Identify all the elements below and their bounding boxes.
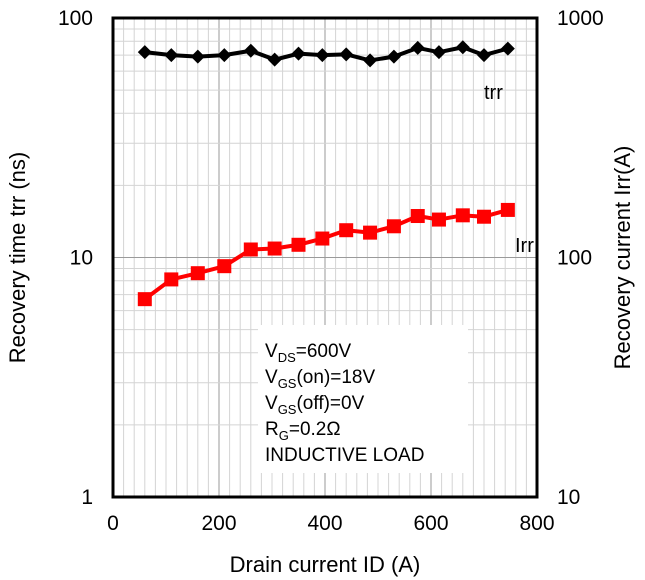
data-point-Irr bbox=[339, 223, 354, 238]
data-point-Irr bbox=[363, 225, 378, 240]
data-point-trr bbox=[267, 52, 282, 67]
data-point-trr bbox=[477, 48, 491, 63]
y-left-axis-label: Recovery time trr (ns) bbox=[5, 152, 30, 363]
series bbox=[137, 40, 515, 307]
tick-labels: 0 200 400 600 800 1 10 100 10 100 1000 bbox=[58, 7, 604, 535]
data-point-trr bbox=[455, 40, 470, 55]
conditions-note-line: VDS=600V bbox=[265, 341, 352, 365]
y-right-tick-label: 1000 bbox=[557, 7, 604, 30]
data-point-Irr bbox=[137, 292, 152, 307]
x-tick-label: 600 bbox=[413, 512, 448, 535]
data-point-Irr bbox=[267, 241, 282, 256]
y-left-tick-label: 1 bbox=[81, 486, 93, 509]
x-axis-label: Drain current ID (A) bbox=[230, 552, 421, 577]
data-point-Irr bbox=[217, 259, 232, 274]
data-point-Irr bbox=[431, 212, 446, 227]
conditions-note-line: VGS(on)=18V bbox=[265, 367, 376, 391]
data-point-trr bbox=[190, 49, 205, 64]
conditions-note-line: INDUCTIVE LOAD bbox=[265, 445, 424, 466]
data-point-Irr bbox=[164, 272, 179, 287]
data-point-trr bbox=[315, 48, 330, 63]
y-right-tick-label: 100 bbox=[557, 247, 592, 270]
data-point-trr bbox=[363, 53, 378, 68]
conditions-note-background bbox=[258, 325, 468, 473]
plot-frame bbox=[111, 16, 539, 499]
data-point-Irr bbox=[410, 209, 425, 224]
data-point-Irr bbox=[500, 202, 515, 217]
data-point-Irr bbox=[455, 208, 470, 223]
data-point-trr bbox=[164, 48, 179, 63]
x-tick-label: 200 bbox=[201, 512, 236, 535]
x-tick-label: 0 bbox=[107, 512, 119, 535]
data-point-trr bbox=[137, 45, 152, 60]
data-point-Irr bbox=[386, 219, 401, 234]
y-left-tick-label: 10 bbox=[70, 247, 93, 270]
conditions-note: VDS=600VVGS(on)=18VVGS(off)=0VRG=0.2ΩIND… bbox=[258, 325, 468, 473]
data-point-Irr bbox=[477, 209, 491, 224]
conditions-note-line: RG=0.2Ω bbox=[265, 419, 341, 443]
series-line-trr bbox=[144, 45, 509, 63]
data-point-trr bbox=[243, 43, 258, 58]
data-point-trr bbox=[386, 49, 401, 64]
data-point-trr bbox=[217, 48, 232, 63]
x-tick-label: 800 bbox=[519, 512, 554, 535]
y-right-axis-label: Recovery current Irr(A) bbox=[610, 146, 635, 370]
conditions-note-line: VGS(off)=0V bbox=[265, 393, 365, 417]
data-point-trr bbox=[431, 45, 446, 60]
axis-labels: Drain current ID (A) Recovery time trr (n… bbox=[5, 82, 635, 577]
data-point-Irr bbox=[315, 231, 330, 246]
y-left-tick-label: 100 bbox=[58, 7, 93, 30]
series-label-trr: trr bbox=[484, 82, 503, 104]
data-point-trr bbox=[339, 47, 354, 62]
data-point-trr bbox=[500, 41, 515, 56]
data-point-Irr bbox=[190, 266, 205, 281]
series-label-irr: Irr bbox=[515, 235, 534, 257]
x-tick-label: 400 bbox=[307, 512, 342, 535]
series-line-Irr bbox=[143, 207, 509, 301]
data-point-trr bbox=[291, 46, 306, 61]
data-point-Irr bbox=[291, 237, 306, 252]
data-point-trr bbox=[410, 40, 425, 55]
data-point-Irr bbox=[243, 242, 258, 257]
y-right-tick-label: 10 bbox=[557, 486, 580, 509]
